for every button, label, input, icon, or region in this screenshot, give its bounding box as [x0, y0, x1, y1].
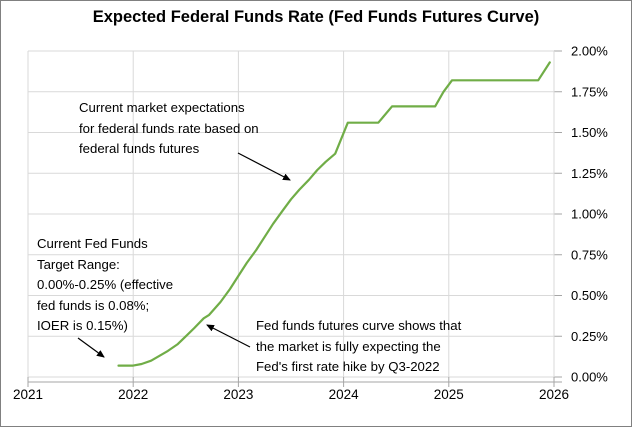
x-axis-label: 2026 — [539, 387, 569, 402]
annotation-line: for federal funds rate based on — [79, 120, 259, 136]
y-axis-label: 1.25% — [571, 166, 608, 181]
annotation-line: Current Fed Funds — [37, 236, 148, 251]
annotation-line: federal funds futures — [79, 141, 200, 156]
annotation-market-expectations: Current market expectations for federal f… — [79, 98, 259, 160]
annotation-line: Fed funds futures curve shows that — [256, 318, 462, 333]
annotation-arrow — [237, 152, 291, 181]
annotation-line: fed funds is 0.08%; — [37, 297, 150, 313]
annotation-first-rate-hike: Fed funds futures curve shows that the ma… — [256, 316, 461, 378]
y-axis-label: 1.50% — [571, 125, 608, 140]
y-axis-label: 0.00% — [571, 370, 608, 385]
x-axis-label: 2024 — [329, 387, 360, 402]
annotation-current-target-range: Current Fed Funds Target Range: 0.00%-0.25… — [37, 234, 173, 337]
x-axis-label: 2023 — [223, 387, 253, 402]
y-axis-label: 1.00% — [571, 207, 608, 222]
annotation-arrow — [206, 324, 251, 348]
chart-title: Expected Federal Funds Rate (Fed Funds F… — [92, 8, 540, 26]
annotation-line: the market is fully expecting the — [256, 338, 441, 354]
annotation-line: Current market expectations — [79, 100, 245, 115]
annotation-line: IOER is 0.15%) — [37, 318, 128, 333]
y-axis-label: 1.75% — [571, 84, 608, 99]
annotation-arrow — [77, 337, 105, 358]
y-axis-label: 0.50% — [571, 288, 608, 303]
y-axis-label: 0.75% — [571, 247, 608, 262]
annotation-line: Fed's first rate hike by Q3-2022 — [256, 359, 440, 374]
y-axis-label: 0.25% — [571, 329, 608, 344]
annotation-line: Target Range: — [37, 256, 120, 272]
annotation-line: 0.00%-0.25% (effective — [37, 277, 174, 292]
x-axis-label: 2022 — [118, 387, 148, 402]
x-axis-label: 2025 — [434, 387, 464, 402]
x-axis-label: 2021 — [13, 387, 43, 402]
y-axis-label: 2.00% — [571, 44, 608, 59]
futures-curve-line — [117, 61, 551, 367]
